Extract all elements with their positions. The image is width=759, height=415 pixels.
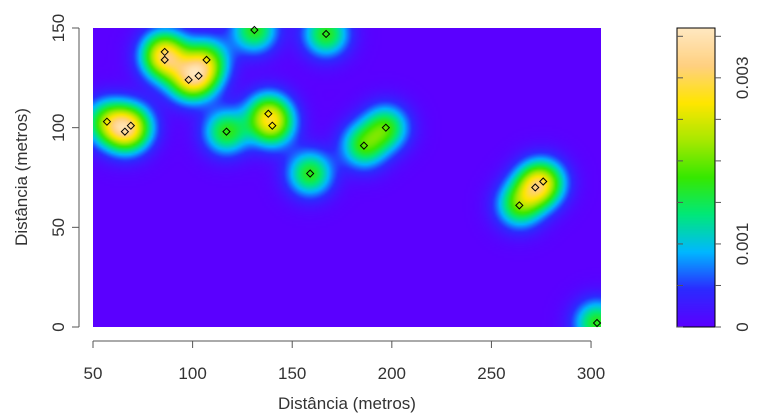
- data-point-6: [184, 75, 193, 85]
- x-tick-label-100: 100: [178, 364, 206, 383]
- y-axis: 0 50 100 150: [49, 14, 80, 332]
- colorbar-tick-label-1: 0.001: [733, 223, 752, 266]
- data-point-18: [531, 183, 540, 192]
- data-point-1: [102, 117, 112, 126]
- colorbar: 0 0.001 0.003: [676, 27, 752, 332]
- y-tick-label-100: 100: [49, 113, 68, 141]
- data-point-8: [202, 55, 211, 65]
- data-point-11: [264, 109, 273, 118]
- x-tick-label-300: 300: [577, 364, 605, 383]
- data-point-2: [120, 127, 130, 136]
- x-axis-title: Distância (metros): [278, 394, 416, 413]
- x-tick-label-200: 200: [378, 364, 406, 383]
- data-point-12: [268, 121, 277, 130]
- colorbar-tick-label-0: 0: [733, 322, 752, 331]
- data-point-14: [321, 29, 331, 39]
- colorbar-gradient: [677, 28, 715, 327]
- colorbar-tick-label-2: 0.003: [733, 57, 752, 100]
- y-tick-label-50: 50: [49, 218, 68, 237]
- data-point-5: [160, 55, 169, 65]
- density-image: [93, 28, 601, 327]
- data-point-19: [539, 177, 548, 186]
- data-point-20: [592, 318, 602, 328]
- heatmap-surface: [93, 28, 601, 327]
- data-point-7: [194, 71, 203, 81]
- colorbar-ticks: 0 0.001 0.003: [677, 35, 752, 332]
- x-tick-label-250: 250: [477, 364, 505, 383]
- y-axis-title: Distância (metros): [12, 108, 31, 246]
- data-point-10: [250, 25, 259, 35]
- data-point-4: [160, 47, 169, 57]
- colorbar-frame: [676, 27, 716, 328]
- data-point-9: [222, 127, 231, 136]
- y-tick-label-0: 0: [49, 322, 68, 331]
- data-point-13: [305, 169, 315, 178]
- points-layer: [102, 25, 602, 328]
- x-tick-label-50: 50: [84, 364, 103, 383]
- data-point-3: [126, 121, 136, 130]
- x-tick-label-150: 150: [278, 364, 306, 383]
- y-tick-label-150: 150: [49, 14, 68, 42]
- x-axis: 50 100 150 200 250 300: [84, 340, 605, 383]
- data-point-17: [515, 201, 524, 210]
- data-point-15: [359, 141, 369, 150]
- data-point-16: [381, 123, 391, 132]
